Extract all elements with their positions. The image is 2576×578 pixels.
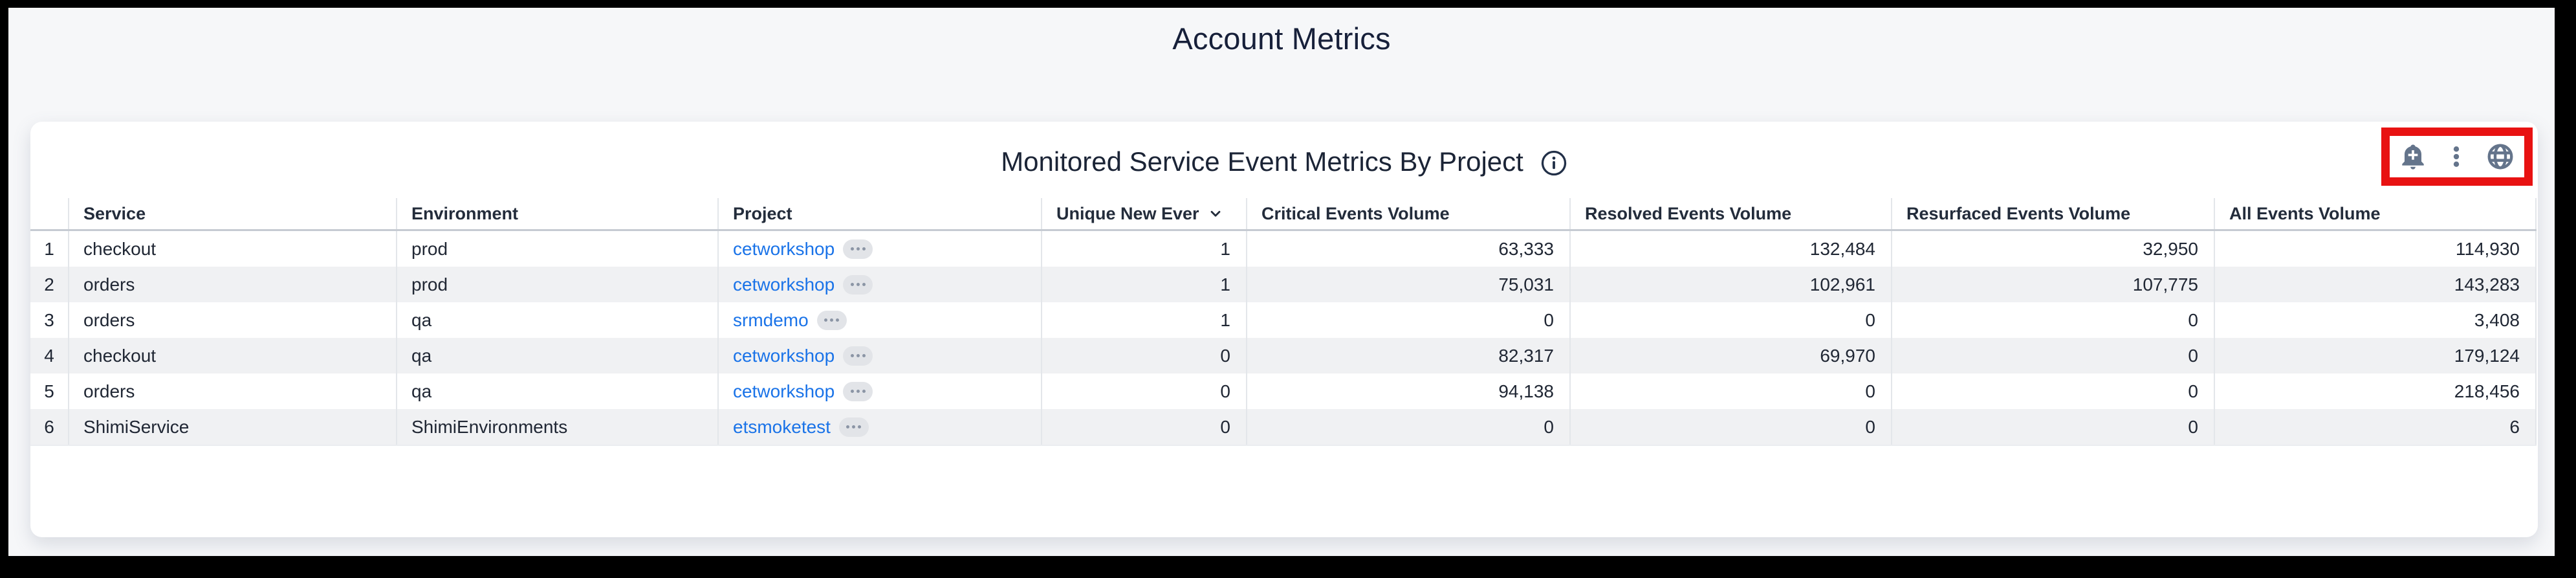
- cell-all-events: 143,283: [2214, 267, 2537, 302]
- project-link[interactable]: cetworkshop: [733, 381, 835, 401]
- cell-critical: 63,333: [1246, 230, 1570, 267]
- chevron-down-icon: [1210, 210, 1220, 217]
- cell-critical: 82,317: [1246, 338, 1570, 373]
- ellipsis-actions-button[interactable]: [838, 417, 869, 437]
- ellipsis-actions-button[interactable]: [843, 346, 873, 366]
- row-index: 3: [44, 309, 54, 330]
- project-link[interactable]: cetworkshop: [733, 345, 835, 366]
- column-header-unique-new[interactable]: Unique New Ever: [1041, 198, 1247, 231]
- info-icon[interactable]: [1540, 150, 1567, 177]
- cell-project: cetworkshop: [717, 373, 1042, 409]
- cell-unique-new: 0: [1041, 373, 1247, 409]
- cell-all-events: 6: [2214, 409, 2537, 446]
- globe-icon[interactable]: [2485, 142, 2515, 172]
- cell-service: orders: [68, 373, 397, 409]
- cell-environment: qa: [396, 373, 718, 409]
- header-row: Service Environment Project Unique New E…: [30, 198, 2537, 231]
- row-index-header: [30, 198, 69, 231]
- cell-resurfaced: 107,775: [1891, 267, 2214, 302]
- cell-environment: prod: [396, 230, 718, 267]
- cell-resolved: 0: [1569, 302, 1892, 338]
- row-index: 4: [30, 338, 69, 373]
- kebab-menu-icon[interactable]: [2443, 144, 2469, 170]
- cell-critical: 0: [1246, 409, 1570, 446]
- cell-service: ShimiService: [68, 409, 397, 446]
- cell-resurfaced: 0: [1891, 409, 2214, 446]
- row-index: 2: [30, 267, 69, 302]
- cell-service: orders: [68, 267, 397, 302]
- column-header-critical[interactable]: Critical Events Volume: [1246, 198, 1570, 231]
- panel-header: Monitored Service Event Metrics By Proje…: [30, 146, 2538, 177]
- row-index: 1: [44, 238, 54, 259]
- cell-resurfaced: 0: [1891, 302, 2214, 338]
- ellipsis-actions-button[interactable]: [843, 274, 873, 295]
- table-row: 4 checkout qa cetworkshop 0 82,317 69,97…: [30, 338, 2537, 373]
- cell-all-events: 114,930: [2214, 230, 2537, 267]
- metrics-table: Service Environment Project Unique New E…: [30, 198, 2537, 446]
- cell-resurfaced: 32,950: [1891, 230, 2214, 267]
- project-link[interactable]: etsmoketest: [733, 416, 831, 437]
- table-row: 5 orders qa cetworkshop 0 94,138 0 0 218…: [30, 373, 2537, 409]
- cell-resolved: 132,484: [1569, 230, 1892, 267]
- cell-all-events: 3,408: [2214, 302, 2537, 338]
- cell-resolved: 0: [1569, 409, 1892, 446]
- column-header-project[interactable]: Project: [717, 198, 1042, 231]
- cell-resurfaced: 0: [1891, 338, 2214, 373]
- table-row: 6 ShimiService ShimiEnvironments etsmoke…: [30, 409, 2537, 446]
- cell-resolved: 102,961: [1569, 267, 1892, 302]
- cell-service: checkout: [68, 230, 397, 267]
- column-header-environment[interactable]: Environment: [396, 198, 718, 231]
- column-header-resolved[interactable]: Resolved Events Volume: [1569, 198, 1892, 231]
- cell-resolved: 69,970: [1569, 338, 1892, 373]
- cell-unique-new: 1: [1041, 267, 1247, 302]
- cell-critical: 94,138: [1246, 373, 1570, 409]
- ellipsis-actions-button[interactable]: [843, 239, 873, 259]
- cell-project: cetworkshop: [717, 230, 1042, 267]
- project-link[interactable]: srmdemo: [733, 309, 809, 330]
- cell-environment: ShimiEnvironments: [396, 409, 718, 446]
- add-alert-icon[interactable]: [2399, 142, 2427, 171]
- column-header-service[interactable]: Service: [68, 198, 397, 231]
- row-index: 5: [44, 381, 54, 401]
- cell-unique-new: 1: [1041, 230, 1247, 267]
- column-header-resurfaced[interactable]: Resurfaced Events Volume: [1891, 198, 2214, 231]
- cell-all-events: 218,456: [2214, 373, 2537, 409]
- cell-project: srmdemo: [717, 302, 1042, 338]
- cell-unique-new: 0: [1041, 338, 1247, 373]
- table-row: 1 checkout prod cetworkshop 1 63,333 132…: [30, 230, 2537, 267]
- cell-project: cetworkshop: [717, 267, 1042, 302]
- cell-all-events: 179,124: [2214, 338, 2537, 373]
- dashboard-page: Account Metrics Monitored Service Event …: [8, 8, 2555, 556]
- page-title: Account Metrics: [1172, 21, 1391, 56]
- panel-title: Monitored Service Event Metrics By Proje…: [1001, 146, 1523, 177]
- ellipsis-actions-button[interactable]: [816, 310, 847, 330]
- table-row: 3 orders qa srmdemo 1 0 0 0 3,408: [30, 302, 2537, 338]
- cell-environment: qa: [396, 338, 718, 373]
- cell-resolved: 0: [1569, 373, 1892, 409]
- cell-service: checkout: [68, 338, 397, 373]
- column-header-all-events[interactable]: All Events Volume: [2214, 198, 2537, 231]
- cell-unique-new: 0: [1041, 409, 1247, 446]
- highlight-rectangle: [2381, 128, 2533, 186]
- ellipsis-actions-button[interactable]: [843, 381, 873, 401]
- cell-project: etsmoketest: [717, 409, 1042, 446]
- table-row: 2 orders prod cetworkshop 1 75,031 102,9…: [30, 267, 2537, 302]
- cell-resurfaced: 0: [1891, 373, 2214, 409]
- cell-unique-new: 1: [1041, 302, 1247, 338]
- cell-environment: prod: [396, 267, 718, 302]
- project-link[interactable]: cetworkshop: [733, 238, 835, 259]
- cell-critical: 75,031: [1246, 267, 1570, 302]
- cell-service: orders: [68, 302, 397, 338]
- cell-environment: qa: [396, 302, 718, 338]
- metrics-panel: Monitored Service Event Metrics By Proje…: [30, 122, 2538, 537]
- cell-critical: 0: [1246, 302, 1570, 338]
- row-index: 6: [30, 409, 69, 446]
- cell-project: cetworkshop: [717, 338, 1042, 373]
- project-link[interactable]: cetworkshop: [733, 274, 835, 295]
